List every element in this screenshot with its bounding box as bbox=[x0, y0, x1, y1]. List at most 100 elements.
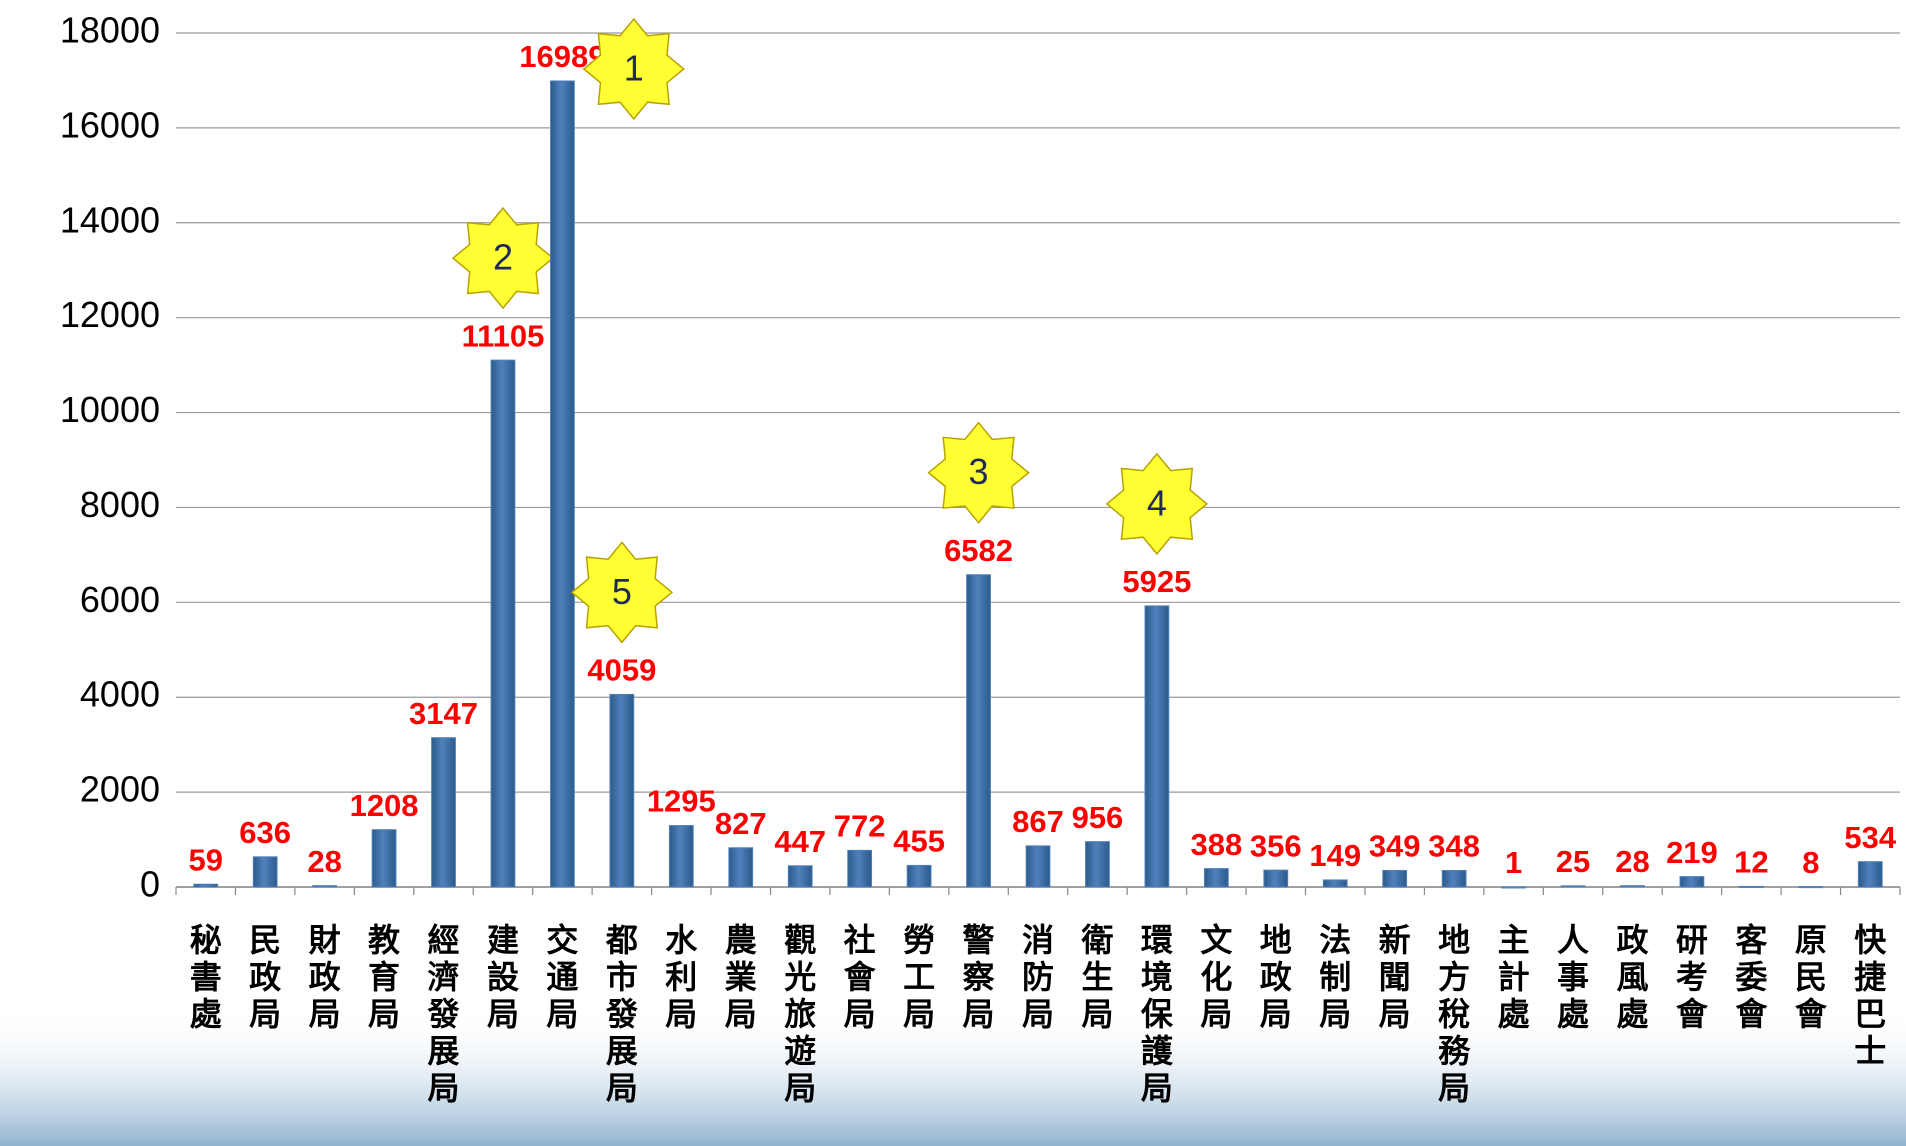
y-tick-label: 10000 bbox=[60, 389, 160, 430]
bar bbox=[491, 360, 515, 887]
x-tick-label: 消防局 bbox=[1022, 921, 1054, 1033]
x-tick-label: 財政局 bbox=[309, 921, 341, 1033]
value-label: 356 bbox=[1250, 828, 1302, 863]
x-tick-label: 客委會 bbox=[1735, 921, 1768, 1033]
y-tick-label: 12000 bbox=[60, 294, 160, 335]
bar bbox=[313, 886, 337, 887]
x-tick-label: 建設局 bbox=[487, 921, 519, 1033]
bar bbox=[669, 826, 693, 887]
x-tick-label: 地政局 bbox=[1260, 921, 1292, 1033]
value-label: 1295 bbox=[647, 784, 716, 819]
bar bbox=[551, 81, 575, 887]
x-tick-label: 文化局 bbox=[1200, 921, 1232, 1033]
x-tick-label: 教育局 bbox=[368, 921, 400, 1033]
x-tick-label: 警察局 bbox=[963, 921, 995, 1033]
x-tick-label: 新聞局 bbox=[1379, 921, 1411, 1033]
x-tick-label: 政風處 bbox=[1616, 921, 1648, 1033]
value-label: 11105 bbox=[462, 318, 545, 353]
bar bbox=[1026, 846, 1050, 887]
value-label: 827 bbox=[715, 806, 767, 841]
bar bbox=[194, 884, 218, 887]
x-tick-label: 民政局 bbox=[249, 921, 281, 1033]
x-tick-label: 環境保護局 bbox=[1141, 921, 1174, 1107]
bar bbox=[1442, 870, 1466, 887]
bar bbox=[907, 865, 931, 887]
value-label: 1 bbox=[1505, 845, 1522, 880]
value-label: 867 bbox=[1012, 804, 1064, 839]
y-tick-label: 2000 bbox=[80, 769, 160, 810]
value-label: 5925 bbox=[1122, 564, 1191, 599]
value-label: 388 bbox=[1190, 827, 1242, 862]
x-tick-label: 觀光旅遊局 bbox=[784, 921, 816, 1107]
y-tick-label: 4000 bbox=[80, 674, 160, 715]
value-label: 149 bbox=[1309, 838, 1361, 873]
x-tick-label: 衛生局 bbox=[1080, 921, 1113, 1033]
rank-label: 5 bbox=[612, 571, 632, 612]
value-label: 28 bbox=[1615, 844, 1649, 879]
value-label: 4059 bbox=[587, 653, 656, 688]
x-tick-label: 研考會 bbox=[1676, 921, 1709, 1033]
bar bbox=[1323, 880, 1347, 887]
bar bbox=[1621, 886, 1645, 887]
value-label: 1208 bbox=[350, 788, 419, 823]
x-tick-label: 社會局 bbox=[844, 921, 877, 1033]
bar bbox=[1383, 870, 1407, 887]
bar bbox=[1739, 886, 1763, 887]
bar bbox=[848, 850, 872, 887]
bar bbox=[1858, 862, 1882, 887]
y-tick-label: 6000 bbox=[80, 579, 160, 620]
x-tick-label: 人事處 bbox=[1557, 921, 1589, 1033]
chart: 0 2000 4000 6000 8000 10000 12000 14000 16000 180… bbox=[0, 0, 1906, 1146]
y-tick-label: 0 bbox=[140, 864, 160, 905]
value-label: 3147 bbox=[409, 696, 478, 731]
value-label: 349 bbox=[1369, 829, 1421, 864]
value-label: 534 bbox=[1844, 820, 1896, 855]
bar bbox=[1502, 887, 1526, 888]
rank-label: 1 bbox=[624, 47, 644, 88]
rank-label: 3 bbox=[969, 451, 989, 492]
x-tick-label: 水利局 bbox=[665, 921, 698, 1033]
bar bbox=[729, 848, 753, 887]
value-label: 59 bbox=[188, 842, 222, 877]
x-tick-label: 主計處 bbox=[1498, 921, 1530, 1033]
bar bbox=[1086, 842, 1110, 887]
value-label: 455 bbox=[893, 824, 945, 859]
x-tick-label: 原民會 bbox=[1795, 921, 1828, 1033]
value-label: 219 bbox=[1666, 835, 1718, 870]
rank-label: 4 bbox=[1147, 482, 1167, 523]
value-label: 956 bbox=[1072, 800, 1124, 835]
x-tick-label: 法制局 bbox=[1319, 921, 1351, 1033]
value-label: 12 bbox=[1734, 845, 1768, 880]
x-tick-label: 勞工局 bbox=[903, 921, 935, 1033]
x-tick-label: 農業局 bbox=[725, 921, 757, 1033]
bar bbox=[432, 738, 456, 887]
bar bbox=[1680, 877, 1704, 887]
bar bbox=[372, 830, 396, 887]
bar bbox=[1561, 886, 1585, 887]
bar bbox=[967, 575, 991, 887]
bar bbox=[1145, 606, 1169, 887]
value-label: 348 bbox=[1428, 829, 1480, 864]
value-label: 25 bbox=[1556, 844, 1590, 879]
x-tick-label: 快捷巴士 bbox=[1854, 921, 1887, 1070]
bar bbox=[1799, 887, 1823, 888]
value-label: 28 bbox=[307, 844, 341, 879]
y-tick-label: 16000 bbox=[60, 104, 160, 145]
y-tick-label: 14000 bbox=[60, 199, 160, 240]
value-label: 6582 bbox=[944, 533, 1013, 568]
x-tick-label: 秘書處 bbox=[190, 921, 222, 1033]
y-tick-label: 18000 bbox=[60, 10, 160, 51]
x-tick-label: 經濟發展局 bbox=[427, 921, 460, 1107]
x-tick-label: 交通局 bbox=[546, 921, 578, 1033]
value-label: 447 bbox=[774, 824, 826, 859]
value-label: 8 bbox=[1802, 845, 1819, 880]
bar bbox=[788, 866, 812, 887]
bar bbox=[1204, 869, 1228, 887]
x-tick-label: 都市發展局 bbox=[605, 921, 638, 1107]
bar bbox=[1264, 870, 1288, 887]
y-tick-label: 8000 bbox=[80, 484, 160, 525]
bar bbox=[253, 857, 277, 887]
value-label: 636 bbox=[239, 815, 291, 850]
rank-label: 2 bbox=[493, 237, 513, 278]
x-tick-label: 地方稅務局 bbox=[1438, 921, 1471, 1107]
